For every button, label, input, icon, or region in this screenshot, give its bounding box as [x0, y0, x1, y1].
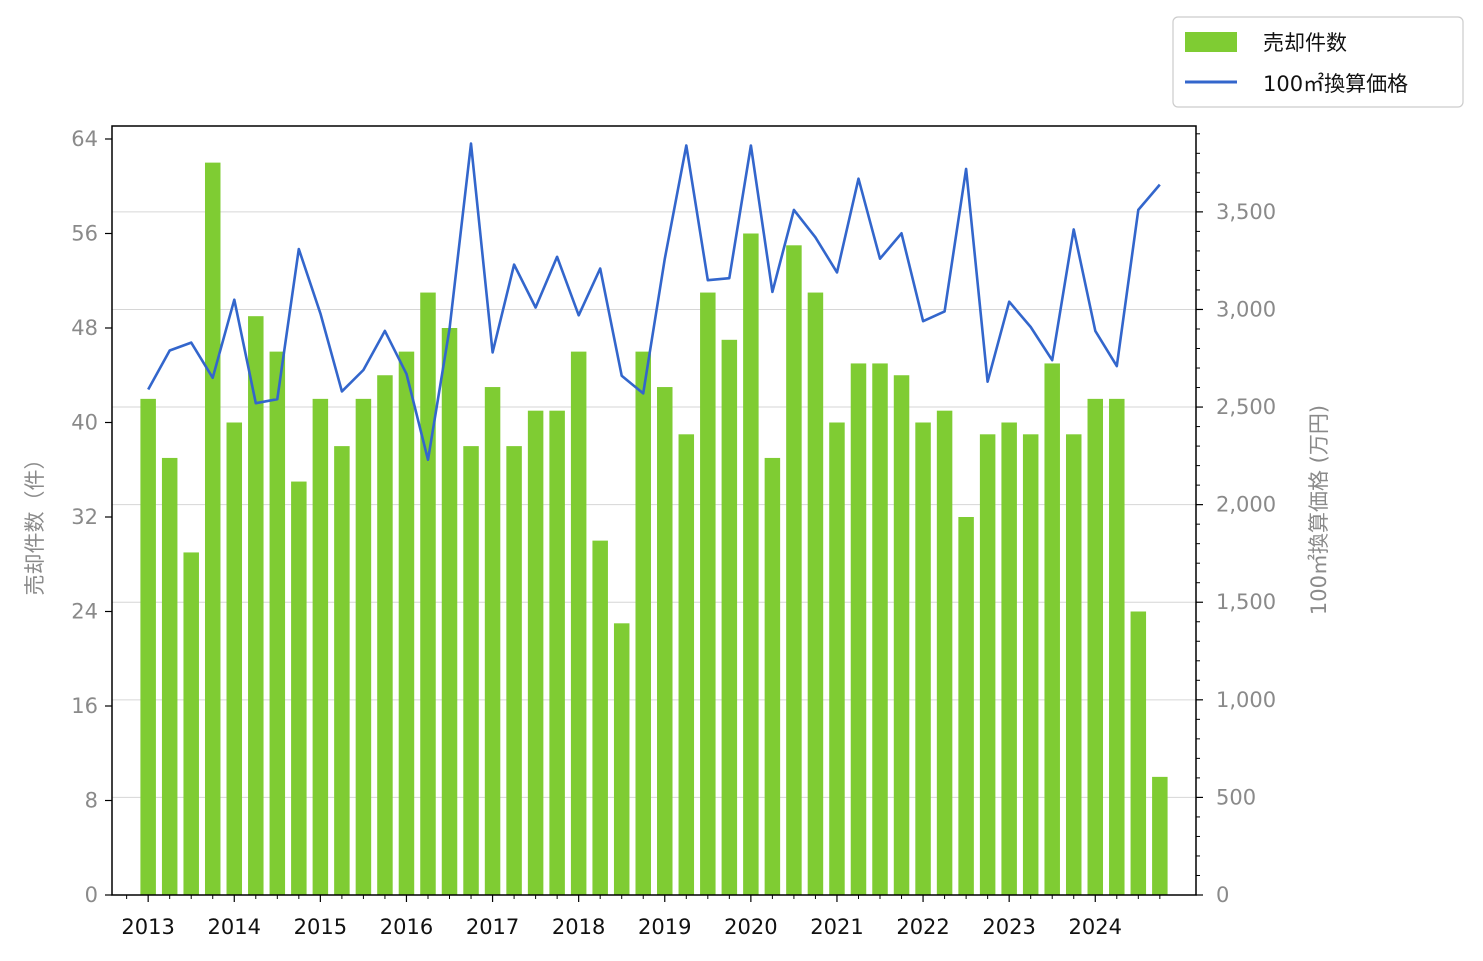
right-tick-label: 0: [1216, 883, 1229, 907]
right-tick-label: 3,500: [1216, 200, 1276, 224]
axes: 0 8 16 24 32 40 48 56 64 0 500 1,000 1,500 2,000 2,500…: [71, 127, 1276, 939]
bar: [269, 351, 286, 895]
bar: [915, 422, 931, 895]
bar: [678, 434, 695, 895]
left-tick-label: 8: [85, 788, 98, 812]
legend-line-label: 100㎡換算価格: [1263, 72, 1408, 96]
right-tick-label: 1,000: [1216, 688, 1276, 712]
bar: [420, 292, 436, 895]
price-line: [147, 142, 1161, 462]
bar: [484, 387, 501, 895]
bar: [613, 623, 630, 895]
bar: [441, 327, 458, 896]
bar: [1109, 398, 1125, 895]
legend-bar-label: 売却件数: [1263, 31, 1347, 55]
bar: [140, 398, 156, 895]
bar: [872, 363, 888, 895]
bar: [527, 410, 544, 895]
bar: [1001, 422, 1017, 895]
bar: [721, 339, 738, 895]
bar: [979, 434, 996, 895]
x-tick-label: 2017: [466, 915, 519, 939]
bar: [1044, 363, 1060, 895]
bar: [463, 446, 479, 895]
right-tick-label: 500: [1216, 785, 1256, 809]
bar: [807, 292, 824, 895]
left-tick-label: 56: [71, 221, 98, 245]
bar: [161, 457, 178, 895]
legend: 売却件数 100㎡換算価格: [1172, 16, 1464, 108]
right-tick-label: 3,000: [1216, 297, 1276, 321]
bar: [1065, 434, 1082, 895]
bar: [786, 245, 802, 895]
bar: [204, 162, 221, 896]
bar: [764, 457, 781, 895]
x-tick-label: 2019: [638, 915, 691, 939]
bar: [850, 363, 867, 895]
bar: [1087, 398, 1104, 895]
x-tick-label: 2015: [294, 915, 347, 939]
line-series: [147, 142, 1161, 462]
bar: [570, 351, 587, 895]
bar: [592, 540, 608, 895]
bar: [1022, 434, 1039, 895]
bar: [334, 446, 350, 895]
bar: [743, 233, 759, 895]
x-tick-label: 2018: [552, 915, 605, 939]
bar: [398, 351, 415, 895]
right-axis-title: 100㎡換算価格 (万円): [1307, 405, 1331, 615]
legend-bar-swatch: [1185, 32, 1237, 52]
bar: [312, 398, 329, 895]
bar: [936, 410, 953, 895]
left-tick-label: 0: [85, 883, 98, 907]
left-tick-label: 16: [71, 694, 98, 718]
right-tick-label: 1,500: [1216, 590, 1276, 614]
left-tick-label: 40: [71, 410, 98, 434]
bar: [291, 481, 307, 895]
left-tick-label: 64: [71, 127, 98, 151]
left-tick-label: 24: [71, 599, 98, 623]
bar: [1152, 776, 1168, 895]
bar: [829, 422, 845, 895]
bar: [226, 422, 243, 895]
bar: [355, 398, 372, 895]
x-tick-label: 2021: [810, 915, 863, 939]
bar: [1130, 611, 1147, 895]
left-tick-label: 32: [71, 505, 98, 529]
bar: [248, 316, 264, 895]
bar-series: [140, 162, 1168, 896]
left-tick-label: 48: [71, 316, 98, 340]
right-tick-label: 2,500: [1216, 395, 1276, 419]
x-tick-label: 2016: [380, 915, 433, 939]
bar: [377, 375, 393, 895]
bar: [657, 387, 673, 895]
x-tick-label: 2013: [121, 915, 174, 939]
plot-frame: [111, 125, 1197, 896]
x-tick-label: 2020: [724, 915, 777, 939]
bar: [635, 351, 651, 895]
x-tick-label: 2023: [982, 915, 1035, 939]
bar: [958, 516, 974, 895]
left-axis-title: 売却件数（件）: [23, 449, 47, 596]
bar: [549, 410, 565, 895]
x-tick-label: 2014: [208, 915, 261, 939]
bar: [893, 375, 910, 895]
bar: [506, 446, 522, 895]
right-tick-label: 2,000: [1216, 493, 1276, 517]
x-tick-label: 2024: [1069, 915, 1122, 939]
legend-box: [1172, 16, 1464, 108]
bar: [700, 292, 716, 895]
bar: [183, 552, 199, 895]
x-tick-label: 2022: [896, 915, 949, 939]
